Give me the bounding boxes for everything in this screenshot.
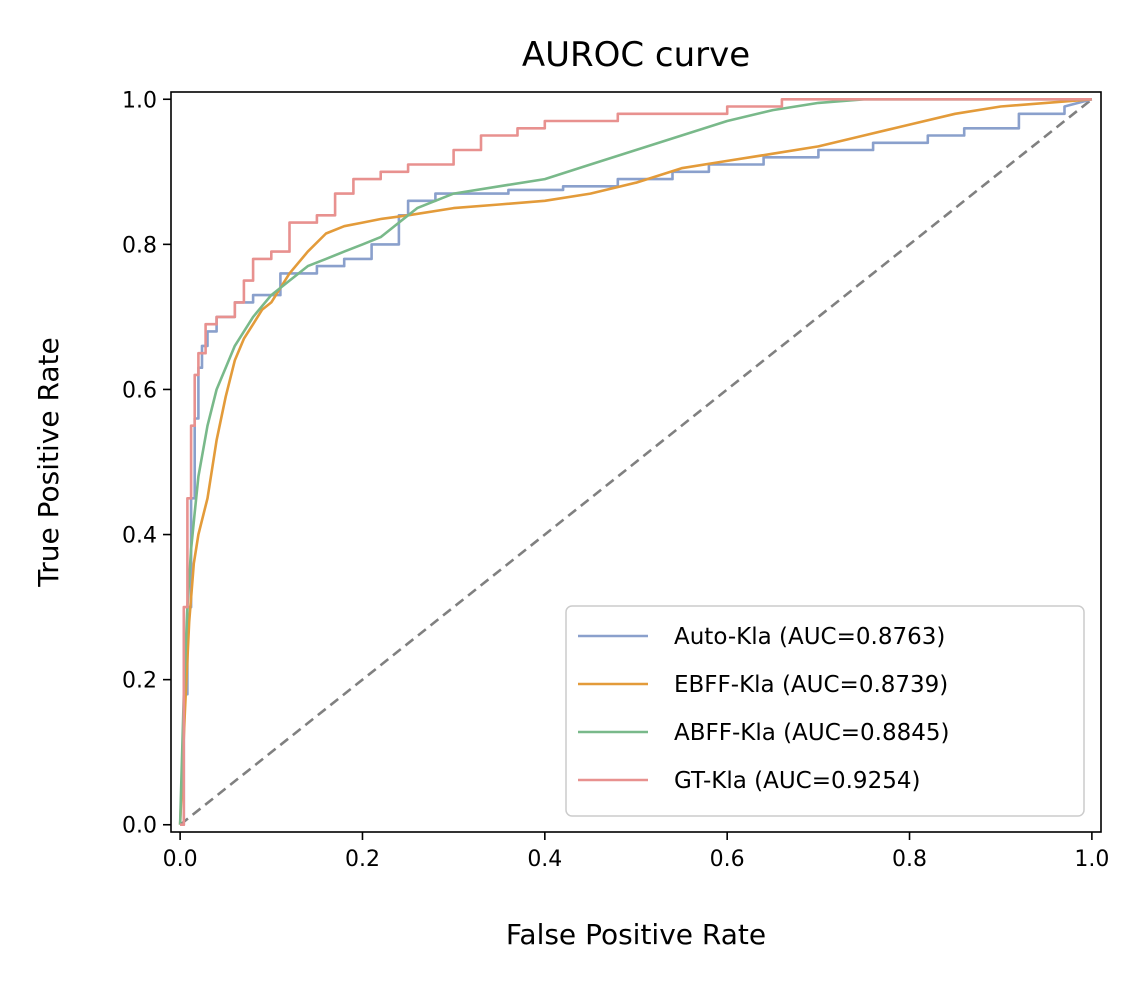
x-axis-ticks: 0.0 0.2 0.4 0.6 0.8 1.0 [163, 832, 1109, 872]
plot-frame [170, 91, 1102, 833]
x-tick-label: 0.8 [892, 847, 927, 872]
legend-label-2: ABFF-Kla (AUC=0.8845) [674, 720, 949, 746]
legend: Auto-Kla (AUC=0.8763) EBFF-Kla (AUC=0.873… [565, 605, 1085, 817]
legend-label-3: GT-Kla (AUC=0.9254) [674, 768, 920, 794]
y-tick-label: 0.0 [122, 814, 157, 839]
y-axis-label: True Positive Rate [32, 337, 65, 587]
y-tick-label: 1.0 [122, 88, 157, 113]
x-tick-label: 0.0 [163, 847, 198, 872]
x-tick-label: 0.6 [710, 847, 745, 872]
series-line-2 [178, 98, 1092, 825]
plot-area [178, 98, 1093, 827]
x-axis-label: False Positive Rate [506, 918, 766, 951]
legend-label-0: Auto-Kla (AUC=0.8763) [674, 624, 945, 650]
y-tick-label: 0.4 [122, 524, 157, 549]
legend-label-1: EBFF-Kla (AUC=0.8739) [674, 672, 948, 698]
y-tick-label: 0.2 [122, 669, 157, 694]
x-tick-label: 0.2 [345, 847, 380, 872]
x-tick-label: 0.4 [527, 847, 562, 872]
y-axis-ticks: 0.0 0.2 0.4 0.6 0.8 1.0 [122, 88, 171, 839]
series-line-1 [178, 98, 1093, 825]
y-tick-label: 0.8 [122, 233, 157, 258]
legend-box [565, 605, 1085, 817]
y-tick-label: 0.6 [122, 378, 157, 403]
chance-diagonal-line [179, 98, 1093, 826]
chart-title: AUROC curve [522, 35, 750, 75]
series-line-3 [180, 98, 1092, 827]
x-tick-label: 1.0 [1074, 847, 1109, 872]
